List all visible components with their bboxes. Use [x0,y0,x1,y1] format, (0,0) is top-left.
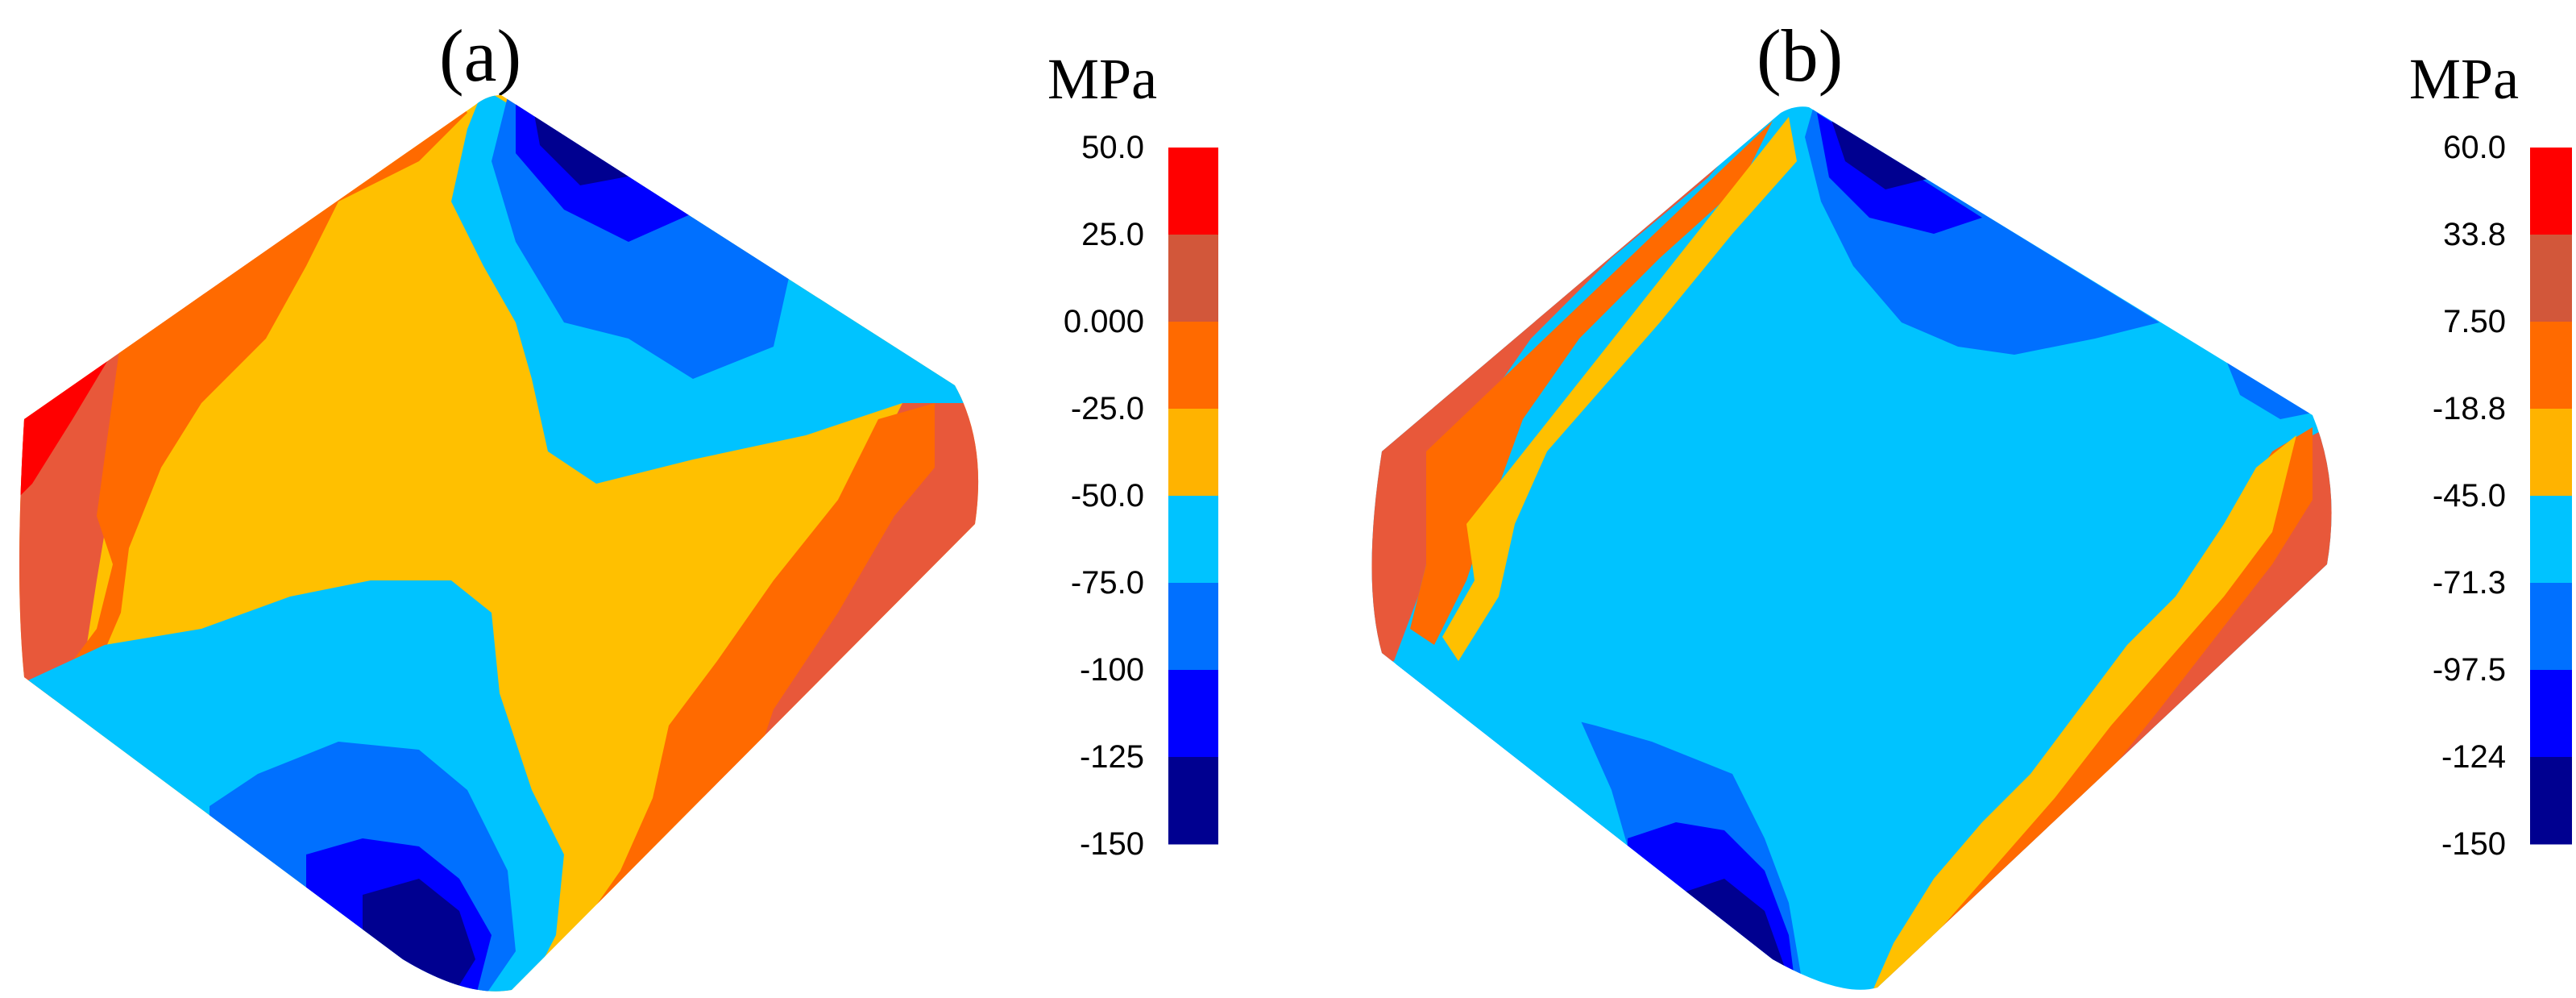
panel-b-tick: -97.5 [2433,652,2506,688]
panel-a-tick: -50.0 [1071,478,1144,514]
colorbar-segment [2530,148,2572,235]
panel-a-colorbar [1168,148,1218,845]
panel-b-tick: -71.3 [2433,565,2506,601]
panel-b: (b) [1371,15,2572,990]
colorbar-segment [2530,496,2572,584]
panel-b-unit: MPa [2409,47,2519,111]
panel-b-tick: -150 [2441,826,2506,862]
colorbar-segment [1168,235,1218,322]
panel-a-tick: 50.0 [1081,130,1144,165]
panel-b-label: (b) [1757,15,1843,97]
panel-b-band-left-yellow [1442,117,1797,661]
panel-a-label: (a) [439,15,521,97]
panel-a-tick: 0.000 [1064,304,1144,339]
colorbar-segment [2530,409,2572,497]
panel-b-colorbar-ticks: 60.0 33.8 7.50 -18.8 -45.0 -71.3 -97.5 -… [2433,130,2506,862]
panel-b-tick: 33.8 [2443,217,2506,252]
panel-a-tick: -100 [1080,652,1144,688]
panel-b-tick: -124 [2441,739,2506,775]
colorbar-segment [1168,148,1218,235]
panel-a-unit: MPa [1047,47,1157,111]
colorbar-segment [1168,322,1218,410]
colorbar-segment [2530,757,2572,845]
colorbar-segment [2530,670,2572,758]
panel-a-tick: -125 [1080,739,1144,775]
panel-b-colorbar [2530,148,2572,845]
colorbar-segment [1168,496,1218,584]
panel-a-contour-map [19,95,979,992]
colorbar-segment [1168,583,1218,671]
panel-b-tick: 7.50 [2443,304,2506,339]
panel-b-tick: -18.8 [2433,391,2506,426]
panel-a-colorbar-ticks: 50.0 25.0 0.000 -25.0 -50.0 -75.0 -100 -… [1064,130,1144,862]
panel-b-tick: -45.0 [2433,478,2506,514]
colorbar-segment [2530,583,2572,671]
colorbar-segment [1168,409,1218,497]
panel-a-tick: -150 [1080,826,1144,862]
panel-a-tick: 25.0 [1081,217,1144,252]
panel-a-tick: -75.0 [1071,565,1144,601]
panel-a: (a) [19,15,1218,992]
panel-b-contour-map [1371,106,2332,990]
panel-a-tick: -25.0 [1071,391,1144,426]
panel-a-band-left-brick [19,95,451,726]
colorbar-segment [1168,670,1218,758]
colorbar-segment [2530,235,2572,322]
panel-b-tick: 60.0 [2443,130,2506,165]
panel-a-band-left-red [19,339,121,516]
colorbar-segment [1168,757,1218,845]
colorbar-segment [2530,322,2572,410]
panel-b-band-right-yellow [1869,435,2296,990]
panel-a-band-left-orange [48,95,467,701]
panel-a-band-right-red [870,597,979,693]
panel-b-band-left-orange [1410,121,1773,645]
